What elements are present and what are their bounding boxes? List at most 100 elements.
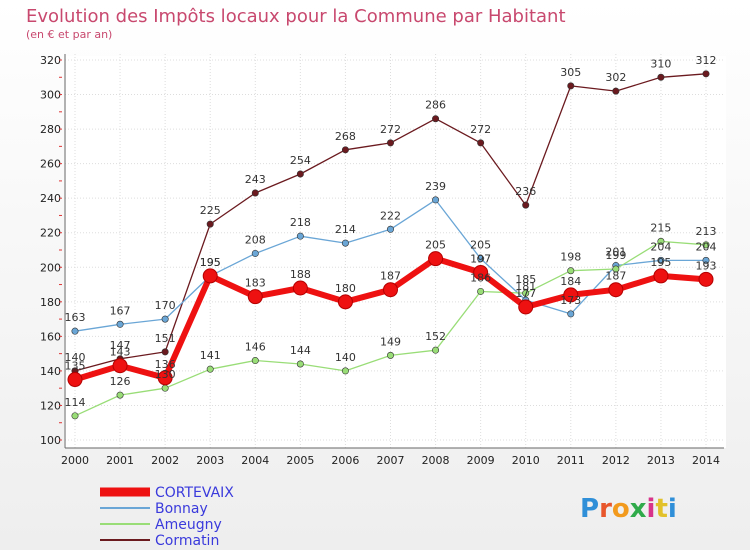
logo-letter: x (630, 494, 647, 524)
point-cormatin-2004 (251, 189, 259, 197)
label-cortevaix-2010: 177 (515, 287, 536, 300)
point-ameugny-2001 (116, 391, 124, 399)
legend-label-bonnay: Bonnay (155, 501, 208, 517)
logo-letter: t (655, 494, 667, 524)
point-cormatin-2006 (341, 146, 349, 154)
label-cormatin-2007: 272 (380, 123, 401, 136)
point-cortevaix-2014 (698, 271, 714, 287)
point-bonnay-2000 (71, 327, 79, 335)
point-bonnay-2013 (657, 256, 665, 264)
label-bonnay-2009: 205 (470, 239, 491, 252)
label-ameugny-2006: 140 (335, 351, 356, 364)
label-cortevaix-2001: 143 (110, 346, 131, 359)
label-ameugny-2012: 199 (605, 249, 626, 262)
y-tick-label-280: 280 (40, 123, 61, 136)
point-cormatin-2010 (522, 201, 530, 209)
label-ameugny-2005: 144 (290, 344, 311, 357)
x-tick-label-2014: 2014 (692, 454, 720, 467)
point-ameugny-2000 (71, 412, 79, 420)
point-cormatin-2003 (206, 220, 214, 228)
point-ameugny-2009 (477, 287, 485, 295)
point-cormatin-2002 (161, 348, 169, 356)
y-tick-label-200: 200 (40, 261, 61, 274)
point-cortevaix-2002 (157, 370, 173, 386)
label-ameugny-2011: 198 (560, 251, 581, 264)
label-cormatin-2002: 151 (155, 332, 176, 345)
point-cormatin-2009 (477, 139, 485, 147)
y-tick-label-120: 120 (40, 399, 61, 412)
y-tick-label-260: 260 (40, 158, 61, 171)
label-bonnay-2000: 163 (65, 311, 86, 324)
label-bonnay-2008: 239 (425, 180, 446, 193)
label-ameugny-2001: 126 (110, 375, 131, 388)
chart-subtitle: (en € et par an) (26, 28, 112, 41)
x-tick-label-2007: 2007 (377, 454, 405, 467)
point-ameugny-2010 (522, 289, 530, 297)
point-ameugny-2007 (386, 351, 394, 359)
legend-label-cormatin: Cormatin (155, 533, 219, 549)
point-cormatin-2012 (612, 87, 620, 95)
label-cormatin-2005: 254 (290, 154, 311, 167)
y-tick-label-180: 180 (40, 296, 61, 309)
point-bonnay-2005 (296, 232, 304, 240)
point-cormatin-2007 (386, 139, 394, 147)
point-cortevaix-2000 (67, 372, 83, 388)
label-ameugny-2010: 185 (515, 273, 536, 286)
label-cortevaix-2014: 193 (696, 259, 717, 272)
proxiti-logo: Proxiti (580, 494, 677, 524)
label-cortevaix-2004: 183 (245, 277, 266, 290)
point-bonnay-2014 (702, 256, 710, 264)
point-ameugny-2012 (612, 265, 620, 273)
label-cormatin-2004: 243 (245, 173, 266, 186)
point-cortevaix-2013 (653, 268, 669, 284)
label-ameugny-2013: 215 (650, 221, 671, 234)
y-tick-label-320: 320 (40, 54, 61, 67)
point-cortevaix-2008 (428, 251, 444, 267)
label-bonnay-2004: 208 (245, 233, 266, 246)
label-bonnay-2007: 222 (380, 209, 401, 222)
label-cormatin-2014: 312 (696, 54, 717, 67)
y-tick-label-100: 100 (40, 434, 61, 447)
point-bonnay-2002 (161, 315, 169, 323)
point-bonnay-2009 (477, 255, 485, 263)
legend-label-ameugny: Ameugny (155, 517, 222, 533)
label-ameugny-2003: 141 (200, 349, 221, 362)
point-cormatin-2013 (657, 73, 665, 81)
label-ameugny-2004: 146 (245, 341, 266, 354)
point-ameugny-2013 (657, 237, 665, 245)
y-tick-label-300: 300 (40, 89, 61, 102)
logo-letter: i (668, 494, 677, 524)
label-cortevaix-2013: 195 (650, 256, 671, 269)
label-cormatin-2010: 236 (515, 185, 536, 198)
label-cormatin-2000: 140 (65, 351, 86, 364)
point-cortevaix-2011 (563, 287, 579, 303)
point-cormatin-2011 (567, 82, 575, 90)
point-cortevaix-2001 (112, 358, 128, 374)
x-tick-label-2006: 2006 (331, 454, 359, 467)
label-cortevaix-2007: 187 (380, 270, 401, 283)
label-bonnay-2014: 204 (696, 240, 717, 253)
point-cortevaix-2003 (202, 268, 218, 284)
x-tick-label-2005: 2005 (286, 454, 314, 467)
point-cortevaix-2005 (292, 280, 308, 296)
x-tick-label-2008: 2008 (422, 454, 450, 467)
x-tick-label-2003: 2003 (196, 454, 224, 467)
point-cormatin-2008 (432, 115, 440, 123)
label-bonnay-2006: 214 (335, 223, 356, 236)
x-tick-label-2012: 2012 (602, 454, 630, 467)
label-cortevaix-2012: 187 (605, 270, 626, 283)
point-cortevaix-2009 (473, 264, 489, 280)
point-bonnay-2001 (116, 320, 124, 328)
point-cormatin-2005 (296, 170, 304, 178)
label-cortevaix-2000: 135 (65, 360, 86, 373)
legend-label-cortevaix: CORTEVAIX (155, 485, 234, 501)
label-cormatin-2012: 302 (605, 71, 626, 84)
x-tick-label-2000: 2000 (61, 454, 89, 467)
label-ameugny-2014: 213 (696, 225, 717, 238)
y-tick-label-220: 220 (40, 227, 61, 240)
point-cortevaix-2010 (518, 299, 534, 315)
label-cortevaix-2008: 205 (425, 239, 446, 252)
point-cormatin-2014 (702, 70, 710, 78)
axes: 100 120 140 160 180 200 220 240 260 280 300 320 2000… (40, 54, 724, 467)
